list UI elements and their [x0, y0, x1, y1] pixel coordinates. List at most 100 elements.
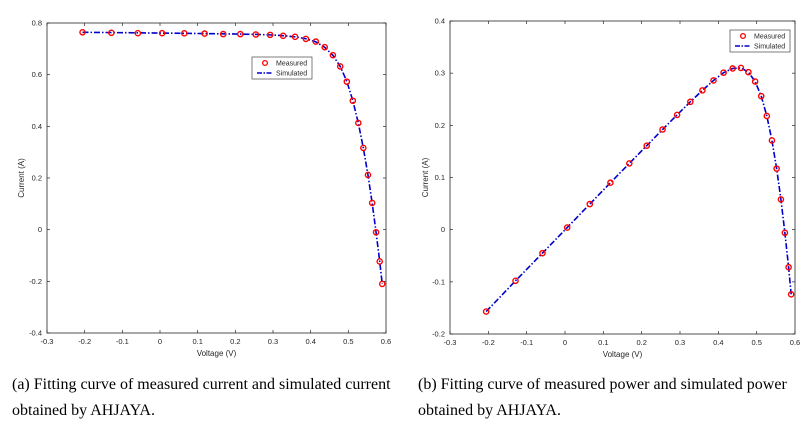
data-point-measured [539, 249, 546, 257]
data-point-measured [321, 43, 329, 51]
data-point-measured [586, 200, 594, 208]
plot-area [449, 20, 796, 335]
y-axis-label: Current (A) [17, 158, 26, 198]
x-tick-label: 0.1 [598, 338, 608, 347]
plot-area [46, 22, 387, 334]
data-point-measured [737, 64, 745, 72]
legend-label: Simulated [276, 71, 307, 78]
data-point-measured [336, 63, 344, 70]
x-tick-label: 0 [158, 337, 162, 346]
data-point-measured [329, 51, 337, 59]
legend-marker-measured [739, 32, 747, 40]
x-tick-label: 0.5 [751, 338, 761, 347]
data-point-measured [720, 69, 727, 76]
data-point-measured [745, 68, 752, 76]
data-point-measured [368, 199, 376, 207]
x-tick-label: -0.3 [41, 337, 54, 346]
x-tick-label: 0.3 [268, 337, 278, 346]
data-point-measured [699, 87, 706, 94]
data-point-measured [777, 196, 785, 203]
y-tick-label: 0 [441, 225, 445, 234]
data-point-measured [372, 228, 380, 236]
data-point-measured [781, 229, 789, 237]
y-tick-label: -0.2 [432, 330, 445, 339]
y-tick-label: 0.4 [32, 122, 42, 131]
data-point-measured [626, 160, 633, 167]
data-point-measured [563, 224, 571, 231]
data-point-measured [355, 119, 362, 127]
y-tick-label: -0.1 [432, 277, 445, 286]
data-point-measured [787, 291, 795, 298]
data-point-measured [763, 112, 771, 120]
legend-label: Simulated [754, 44, 785, 51]
data-point-measured [302, 35, 310, 43]
data-point-measured [729, 65, 736, 72]
x-tick-label: 0.2 [230, 337, 240, 346]
data-point-measured [773, 165, 780, 172]
data-point-measured [710, 77, 717, 84]
x-axis-label: Voltage (V) [603, 350, 643, 359]
data-point-measured [378, 280, 386, 288]
data-point-measured [79, 28, 86, 36]
caption-b: (b) Fitting curve of measured power and … [418, 376, 787, 419]
x-tick-label: 0.2 [636, 338, 646, 347]
data-point-measured [757, 92, 765, 100]
x-tick-label: 0.6 [381, 337, 391, 346]
series-line-simulated [82, 31, 384, 285]
y-tick-label: 0.2 [32, 174, 42, 183]
legend-label: Measured [276, 61, 307, 68]
chart-panel-a: -0.3 -0.2 -0.1 0 0.1 0.2 0.3 0.4 0.5 0.6 -0.4 -0.2 0… [17, 19, 391, 359]
x-tick-label: 0.1 [192, 337, 202, 346]
x-tick-label: -0.2 [78, 337, 91, 346]
x-tick-label: 0.5 [343, 337, 353, 346]
y-tick-label: -0.2 [29, 277, 42, 286]
x-axis-label: Voltage (V) [197, 349, 237, 358]
data-point-measured [266, 31, 274, 39]
y-tick-label: 0.3 [435, 69, 445, 78]
data-point-measured [768, 137, 776, 144]
data-point-measured [659, 126, 666, 133]
data-point-measured [376, 258, 384, 265]
y-tick-label: 0 [38, 225, 42, 234]
x-tick-label: 0 [563, 338, 567, 347]
data-point-measured [291, 33, 299, 41]
x-tick-label: 0.4 [713, 338, 723, 347]
data-point-measured [607, 179, 614, 187]
data-point-measured [343, 78, 351, 85]
y-tick-label: -0.4 [29, 329, 42, 338]
data-point-measured [349, 97, 357, 105]
data-point-measured [751, 78, 759, 85]
data-point-measured [482, 308, 490, 315]
data-point-measured [785, 263, 792, 271]
legend-label: Measured [754, 34, 785, 41]
x-tick-label: 0.6 [790, 338, 800, 347]
data-point-measured [237, 30, 244, 38]
x-tick-label: -0.3 [444, 338, 457, 347]
data-point-measured [360, 144, 367, 152]
x-tick-label: 0.3 [675, 338, 685, 347]
x-tick-label: -0.1 [116, 337, 129, 346]
y-tick-label: 0.1 [435, 173, 445, 182]
y-axis-label: Current (A) [421, 157, 430, 197]
legend-marker-measured [261, 59, 269, 67]
data-point-measured [673, 111, 681, 119]
x-tick-label: -0.1 [520, 338, 533, 347]
caption-a: (a) Fitting curve of measured current an… [12, 376, 391, 419]
data-point-measured [643, 142, 651, 149]
data-point-measured [312, 38, 320, 45]
data-point-measured [687, 98, 694, 106]
y-tick-label: 0.2 [435, 121, 445, 130]
x-tick-label: 0.4 [305, 337, 315, 346]
data-point-measured [512, 277, 519, 285]
data-point-measured [158, 29, 166, 37]
x-tick-label: -0.2 [482, 338, 495, 347]
y-tick-label: 0.6 [32, 70, 42, 79]
data-point-measured [252, 31, 260, 38]
y-tick-label: 0.8 [32, 19, 42, 28]
data-point-measured [108, 29, 115, 37]
data-point-measured [219, 30, 227, 38]
data-point-measured [181, 30, 188, 37]
data-point-measured [134, 29, 142, 37]
chart-panel-b: -0.3 -0.2 -0.1 0 0.1 0.2 0.3 0.4 0.5 0.6-0.2-0.10… [421, 17, 800, 360]
